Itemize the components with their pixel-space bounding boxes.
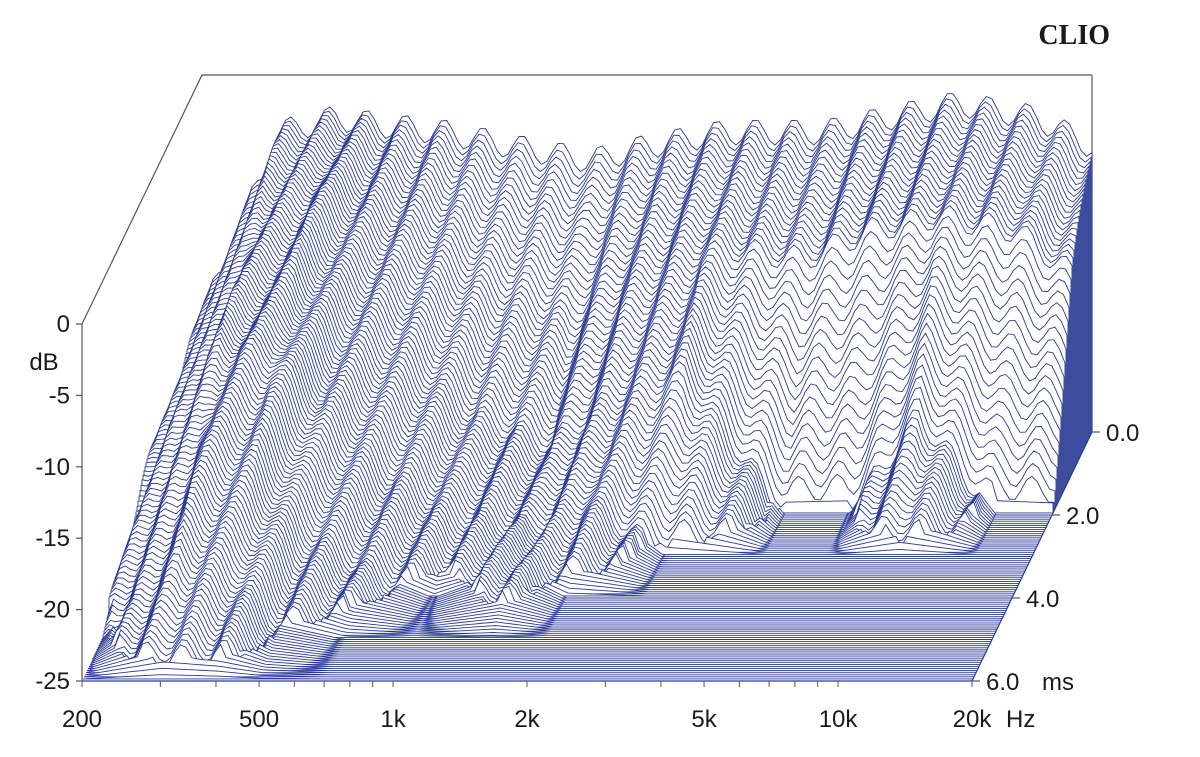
x-tick-label: 2k bbox=[514, 706, 540, 733]
x-tick-label: 10k bbox=[819, 706, 859, 733]
z-tick-label: 6.0 bbox=[986, 669, 1019, 696]
y-tick-label: 0 bbox=[57, 311, 70, 338]
z-tick-label: 4.0 bbox=[1026, 586, 1059, 613]
frame-top-edge bbox=[81, 74, 1092, 325]
x-tick-label: 200 bbox=[62, 706, 102, 733]
x-tick-label: 500 bbox=[239, 706, 279, 733]
y-tick-label: -10 bbox=[35, 454, 70, 481]
waterfall-slice bbox=[125, 415, 1016, 591]
x-tick-label: 5k bbox=[691, 706, 717, 733]
axis-group: 0 -5 -10 -15 -20 -25 200 500 1k 2k 5k 10k 20k Hz 0.0 2.… bbox=[35, 311, 1139, 733]
trace-group bbox=[82, 93, 1093, 682]
x-tick-label: 1k bbox=[380, 706, 406, 733]
x-axis-unit: Hz bbox=[1006, 706, 1035, 733]
waterfall-slice bbox=[82, 674, 973, 680]
waterfall-slice bbox=[124, 420, 1015, 593]
y-tick-label: -20 bbox=[35, 597, 70, 624]
x-tick-label: 20k bbox=[953, 706, 993, 733]
floor-right-edge bbox=[971, 431, 1093, 682]
y-tick-label: -25 bbox=[35, 668, 70, 695]
y-axis-label: dB bbox=[29, 349, 58, 376]
brand-label: CLIO bbox=[1038, 20, 1110, 51]
y-tick-label: -5 bbox=[49, 382, 70, 409]
z-axis-unit: ms bbox=[1042, 669, 1074, 696]
z-tick-label: 2.0 bbox=[1066, 503, 1099, 530]
z-tick-label: 0.0 bbox=[1106, 420, 1139, 447]
y-tick-label: -15 bbox=[35, 525, 70, 552]
